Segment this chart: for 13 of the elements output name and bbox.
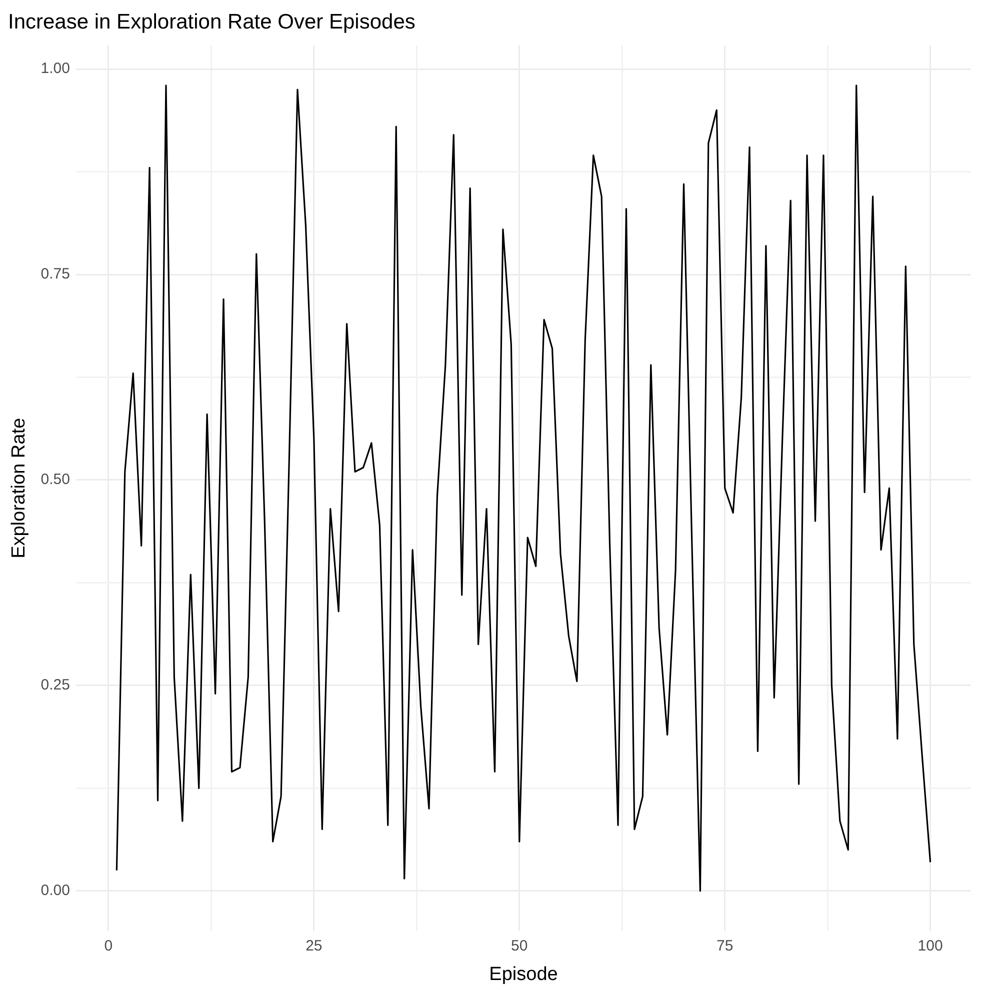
x-axis-title: Episode xyxy=(489,964,558,985)
chart-title: Increase in Exploration Rate Over Episodes xyxy=(8,10,416,34)
y-tick-label: 0.25 xyxy=(40,676,70,694)
y-tick-label: 0.00 xyxy=(40,882,70,900)
y-axis-title: Exploration Rate xyxy=(8,418,30,558)
y-tick-label: 0.50 xyxy=(40,471,70,488)
x-tick-label: 75 xyxy=(716,937,734,954)
x-tick-label: 25 xyxy=(306,937,322,954)
y-tick-label: 0.75 xyxy=(40,266,70,283)
x-tick-label: 0 xyxy=(104,937,113,954)
x-tick-label: 100 xyxy=(918,937,943,954)
x-tick-label: 50 xyxy=(511,937,528,954)
y-tick-label: 1.00 xyxy=(40,60,70,78)
